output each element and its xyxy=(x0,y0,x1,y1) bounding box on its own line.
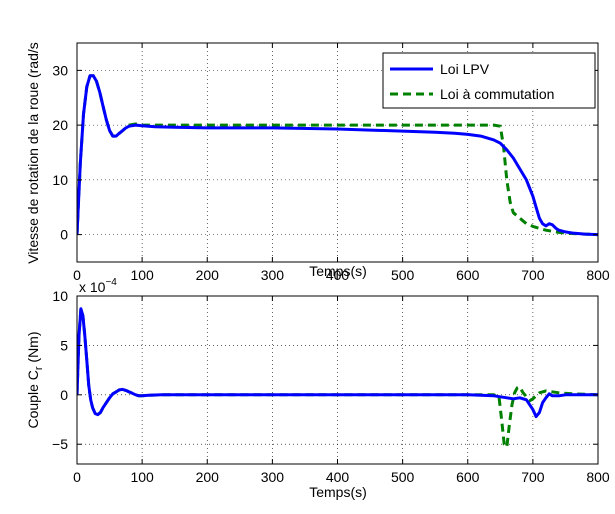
y-tick-label: 5 xyxy=(60,337,68,353)
chart-wheel-speed: 0 100 200 300 400 500 600 700 800 0 10 20 30 Temps(s… xyxy=(25,42,610,283)
x-tick-label: 400 xyxy=(326,267,350,283)
y-tick-label: 30 xyxy=(52,62,68,78)
x-tick-label: 600 xyxy=(456,469,480,485)
x-tick-label: 400 xyxy=(326,469,350,485)
y-tick-label: 0 xyxy=(60,227,68,243)
y-tick-label: 10 xyxy=(52,288,68,304)
y-tick-label: 0 xyxy=(60,387,68,403)
legend-label-commutation: Loi à commutation xyxy=(440,86,554,102)
y-multiplier: x 10−4 xyxy=(79,277,117,295)
x-tick-label: 800 xyxy=(586,469,610,485)
legend-label-lpv: Loi LPV xyxy=(440,61,490,77)
x-tick-label: 600 xyxy=(456,267,480,283)
x-tick-label: 200 xyxy=(196,469,220,485)
series-lines xyxy=(77,74,598,237)
series-line-lpv xyxy=(77,74,598,237)
x-tick-label: 200 xyxy=(196,267,220,283)
x-tick-label: 0 xyxy=(73,469,81,485)
x-tick-label: 100 xyxy=(130,469,154,485)
x-tick-label: 0 xyxy=(73,267,81,283)
chart-torque: 0 100 200 300 400 500 600 700 800 −5 0 5 10 Temps(s)… xyxy=(25,277,610,500)
x-axis-label: Temps(s) xyxy=(309,263,367,279)
y-axis-label-unit: (Nm) xyxy=(25,331,41,366)
x-tick-label: 700 xyxy=(521,469,545,485)
x-tick-label: 300 xyxy=(261,469,285,485)
y-multiplier-exponent: −4 xyxy=(105,277,117,288)
series-lines xyxy=(77,307,598,449)
x-tick-label: 500 xyxy=(391,267,415,283)
y-axis-label-subscript: r xyxy=(33,366,45,370)
x-tick-label: 500 xyxy=(391,469,415,485)
y-multiplier-base: x 10 xyxy=(79,279,106,295)
series-line-lpv xyxy=(77,307,598,419)
y-tick-label: −5 xyxy=(52,436,68,452)
ticks: 0 100 200 300 400 500 600 700 800 −5 0 5 10 xyxy=(52,288,610,485)
ticks: 0 100 200 300 400 500 600 700 800 0 10 20 30 xyxy=(52,43,610,283)
legend: Loi LPV Loi à commutation xyxy=(382,52,596,109)
y-tick-label: 10 xyxy=(52,172,68,188)
y-tick-label: 20 xyxy=(52,117,68,133)
y-axis-label: Couple Cr (Nm) xyxy=(25,331,45,428)
y-axis-label-main: Couple C xyxy=(25,370,41,428)
x-tick-label: 300 xyxy=(261,267,285,283)
x-axis-label: Temps(s) xyxy=(309,484,367,500)
x-tick-label: 700 xyxy=(521,267,545,283)
legend-box xyxy=(382,52,596,109)
y-axis-label: Vitesse de rotation de la roue (rad/s xyxy=(25,42,41,264)
x-tick-label: 100 xyxy=(130,267,154,283)
x-tick-label: 800 xyxy=(586,267,610,283)
